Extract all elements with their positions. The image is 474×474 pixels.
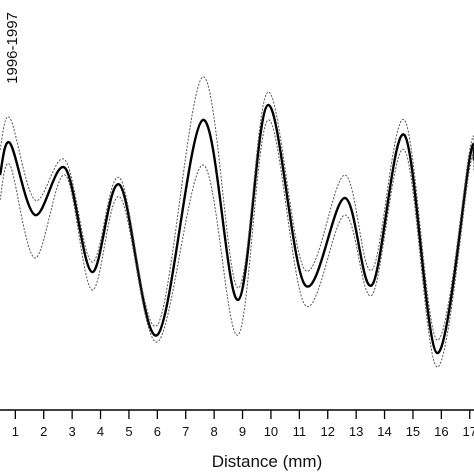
x-axis-label: Distance (mm): [212, 452, 323, 471]
x-tick-label: 15: [406, 424, 420, 439]
x-tick-label: 2: [40, 424, 47, 439]
x-tick-label: 10: [264, 424, 278, 439]
x-tick-label: 17: [463, 424, 474, 439]
x-tick-label: 5: [125, 424, 132, 439]
x-tick-label: 4: [97, 424, 104, 439]
x-tick-label: 7: [182, 424, 189, 439]
x-tick-label: 1: [12, 424, 19, 439]
x-tick-label: 11: [293, 424, 307, 439]
x-tick-label: 6: [154, 424, 161, 439]
x-tick-label: 13: [349, 424, 363, 439]
x-tick-label: 12: [321, 424, 335, 439]
x-tick-label: 9: [239, 424, 246, 439]
range-line: [0, 76, 474, 341]
x-tick-label: 14: [377, 424, 391, 439]
y-axis-label: 1996-1997: [4, 12, 21, 84]
x-tick-label: 3: [69, 424, 76, 439]
x-tick-label: 16: [434, 424, 448, 439]
x-tick-label: 8: [211, 424, 218, 439]
range-line: [0, 119, 474, 368]
mean-line: [0, 103, 474, 355]
